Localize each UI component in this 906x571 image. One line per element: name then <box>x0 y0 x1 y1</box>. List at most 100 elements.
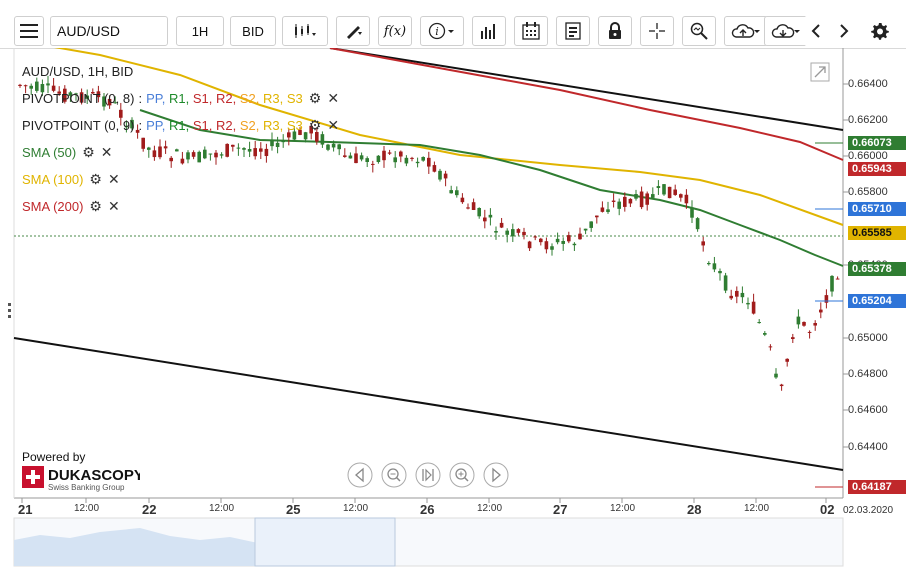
function-icon: f(x) <box>383 23 407 39</box>
sma-50-label: SMA (50) <box>22 145 77 160</box>
candle-body <box>488 214 493 218</box>
candle-body <box>191 152 196 157</box>
candle-body <box>23 85 28 87</box>
close-icon[interactable]: ✕ <box>327 117 340 133</box>
candle-body <box>214 152 218 158</box>
candle-body <box>354 153 358 164</box>
settings-button[interactable] <box>866 16 894 46</box>
timeframe-selector[interactable]: 1H <box>176 16 224 46</box>
legend-title: AUD/USD, 1H, BID <box>22 58 339 85</box>
legend-sma-100[interactable]: SMA (100) ⚙ ✕ <box>22 166 339 193</box>
navigator-window[interactable] <box>254 517 396 567</box>
candle-body <box>236 147 241 149</box>
candle-body <box>824 295 829 303</box>
reset-view-icon[interactable] <box>415 462 441 488</box>
price-tick: 0.64800 <box>848 368 888 380</box>
close-icon[interactable]: ✕ <box>107 198 120 214</box>
download-button[interactable] <box>764 16 808 46</box>
dukascopy-logo[interactable]: DUKASCOPY Swiss Banking Group <box>22 464 144 492</box>
volume-button[interactable] <box>472 16 506 46</box>
candle-body <box>348 155 353 159</box>
price-side-selector[interactable]: BID <box>230 16 276 46</box>
legend-sma-200[interactable]: SMA (200) ⚙ ✕ <box>22 193 339 220</box>
candle-body <box>740 292 745 298</box>
pivot-1-s1: S1, <box>192 91 213 106</box>
legend-pivot-1[interactable]: PIVOTPOINT (0, 8) : PP, R1, S1, R2, S2, … <box>22 85 339 112</box>
crosshair-button[interactable] <box>640 16 674 46</box>
sma-50-current-label: 0.65378 <box>848 262 906 276</box>
crosshair-icon <box>649 23 665 39</box>
candle-body <box>595 215 599 218</box>
drawing-tool-button[interactable] <box>336 16 370 46</box>
candle-body <box>779 384 784 387</box>
candle-body <box>298 129 302 135</box>
expand-icon[interactable] <box>810 62 830 82</box>
candle-body <box>270 140 274 147</box>
candle-body <box>477 207 481 217</box>
gear-icon[interactable]: ⚙ <box>82 144 95 160</box>
sma-100-line <box>54 48 844 226</box>
info-icon: i <box>428 22 454 40</box>
candle-body <box>331 143 336 148</box>
candle-body <box>611 200 616 202</box>
candle-body <box>639 191 644 208</box>
lock-icon <box>609 22 621 39</box>
pan-right-icon[interactable] <box>483 462 509 488</box>
candle-body <box>163 146 168 149</box>
price-tick: 0.65800 <box>848 186 888 198</box>
candle-body <box>315 131 319 142</box>
candle-body <box>505 230 509 235</box>
pivot-2-sep: : <box>138 118 143 133</box>
candle-body <box>645 193 649 205</box>
close-icon[interactable]: ✕ <box>100 144 113 160</box>
candle-body <box>662 184 666 195</box>
bid-price-label: 0.65204 <box>848 294 906 308</box>
candle-body <box>63 88 67 102</box>
calendar-button[interactable] <box>514 16 548 46</box>
zoom-button[interactable] <box>682 16 716 46</box>
candle-body <box>96 91 101 98</box>
pivot-1-pp: PP, <box>146 91 166 106</box>
legend-sma-50[interactable]: SMA (50) ⚙ ✕ <box>22 139 339 166</box>
candle-body <box>365 158 369 162</box>
candle-body <box>130 119 134 129</box>
candle-body <box>74 93 78 95</box>
info-button[interactable]: i <box>420 16 464 46</box>
scroll-left-button[interactable] <box>804 16 828 46</box>
symbol-selector[interactable]: AUD/USD <box>50 16 168 46</box>
drag-handle-icon[interactable] <box>8 303 11 318</box>
indicators-button[interactable]: f(x) <box>378 16 412 46</box>
upload-button[interactable] <box>724 16 768 46</box>
close-icon[interactable]: ✕ <box>107 171 120 187</box>
pivot-1-s3: S3 <box>286 91 303 106</box>
gear-icon[interactable]: ⚙ <box>308 90 322 106</box>
pivot-1-r1: R1, <box>168 91 190 106</box>
candle-body <box>292 131 297 140</box>
candle-body <box>819 309 823 313</box>
lock-button[interactable] <box>598 16 632 46</box>
pan-left-icon[interactable] <box>347 462 373 488</box>
gear-icon[interactable]: ⚙ <box>89 198 102 214</box>
report-button[interactable] <box>556 16 590 46</box>
chart-type-button[interactable] <box>282 16 328 46</box>
candle-body <box>701 241 705 246</box>
candle-body <box>835 278 840 280</box>
candle-body <box>723 275 728 291</box>
gear-icon[interactable]: ⚙ <box>89 171 102 187</box>
pivot-1-r3: R3, <box>262 91 284 106</box>
menu-button[interactable] <box>14 16 44 46</box>
candle-body <box>259 148 263 152</box>
close-icon[interactable]: ✕ <box>327 90 340 106</box>
candle-body <box>774 373 778 378</box>
candle-body <box>29 85 33 89</box>
gear-icon[interactable]: ⚙ <box>308 117 322 133</box>
legend-pivot-2[interactable]: PIVOTPOINT (0, 9) : PP, R1, S1, R2, S2, … <box>22 112 339 139</box>
sma-200-line <box>329 48 844 161</box>
zoom-out-icon[interactable] <box>381 462 407 488</box>
scroll-right-button[interactable] <box>832 16 856 46</box>
candle-body <box>449 190 453 194</box>
zoom-in-icon[interactable] <box>449 462 475 488</box>
candlestick-icon <box>295 24 316 38</box>
candle-body <box>119 109 123 118</box>
chart-area[interactable] <box>0 48 906 571</box>
